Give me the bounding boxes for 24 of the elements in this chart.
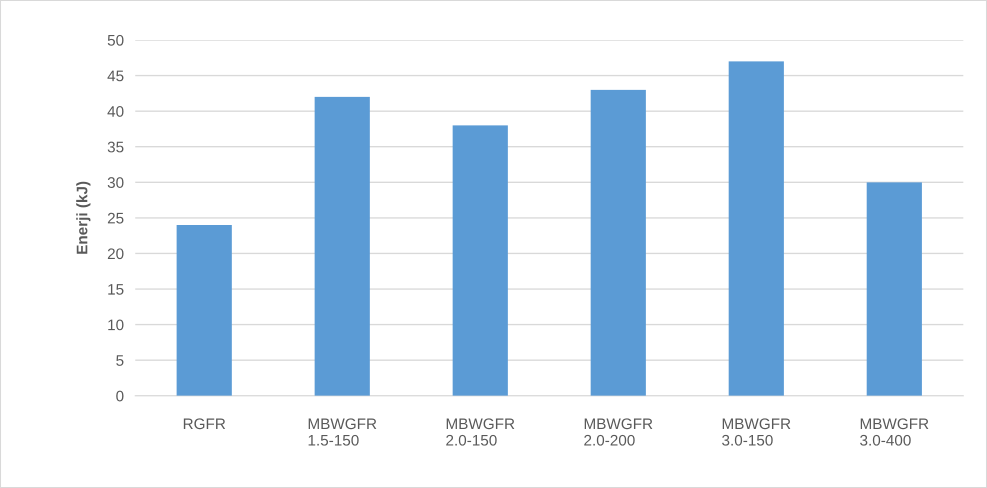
y-axis-title: Enerji (kJ) [76,182,90,254]
x-tick-label: RGFR [184,418,226,430]
bar [452,125,508,396]
bar [728,61,784,396]
bar [866,182,922,396]
bar [176,225,232,396]
y-tick-label: 25 [108,212,124,224]
x-tick-label: MBWGFR 3.0-400 [860,418,928,446]
y-tick-label: 40 [107,106,124,117]
y-tick-label: 20 [108,248,124,260]
y-tick-label: 45 [107,70,124,82]
x-tick-label: MBWGFR 3.0-150 [722,418,790,446]
y-tick-label: 50 [108,34,124,46]
x-tick-label: MBWGFR 2.0-200 [584,418,652,446]
y-tick-label: 10 [108,319,124,330]
bar [590,90,646,396]
y-tick-label: 15 [108,284,124,295]
y-tick-label: 30 [108,177,124,188]
bar [314,96,370,396]
y-tick-label: 5 [116,355,124,366]
x-tick-label: MBWGFR 1.5-150 [308,418,376,446]
y-tick-label: 35 [108,142,124,152]
y-tick-label: 0 [116,390,124,402]
x-tick-label: MBWGFR 2.0-150 [446,418,514,446]
